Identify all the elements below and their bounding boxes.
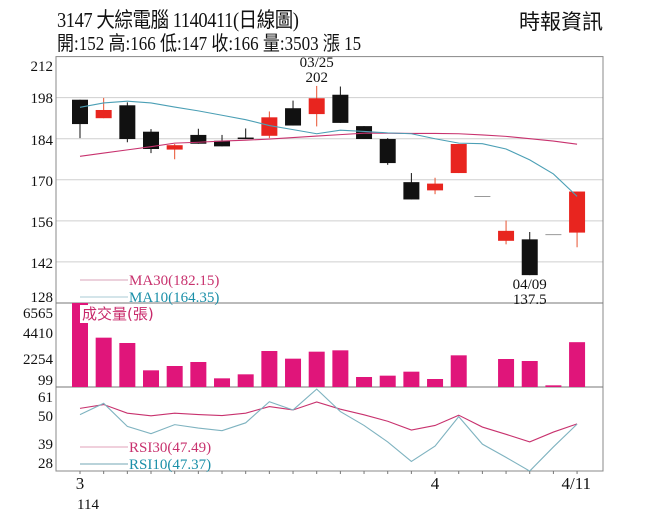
volume-bar	[261, 350, 278, 387]
volume-bar	[119, 342, 136, 387]
volume-axis-label: 2254	[23, 352, 54, 368]
rsi10-line	[79, 388, 578, 472]
price-axis-label: 170	[31, 174, 54, 190]
price-axis-label: 184	[31, 133, 54, 149]
price-axis-label: 142	[31, 256, 54, 272]
volume-bar	[332, 350, 349, 387]
ma30-line	[79, 132, 578, 157]
candle-up	[95, 109, 112, 119]
rsi30-line	[79, 401, 578, 443]
price-axis-label: 212	[31, 59, 54, 75]
rsi10-legend: RSI10(47.37)	[129, 457, 211, 473]
annotation-date: 04/09	[513, 277, 547, 293]
volume-axis-label: 6565	[23, 306, 53, 322]
candle-up	[166, 145, 183, 150]
volume-bar	[72, 303, 88, 387]
candle-up	[261, 117, 278, 136]
candle-down	[72, 99, 88, 125]
chart-title: 3147 大綜電腦 1140411(日線圖)	[57, 8, 299, 32]
annotation-value: 202	[305, 70, 328, 86]
candle-up	[569, 191, 586, 233]
volume-bar	[427, 379, 444, 387]
rsi-axis-label: 39	[38, 437, 53, 453]
volume-bar	[190, 361, 207, 387]
ma10-line	[79, 100, 578, 197]
candle-down	[214, 140, 231, 147]
price-axis-label: 128	[31, 290, 54, 306]
candle-down	[190, 134, 207, 144]
x-axis-label: 3	[76, 474, 85, 493]
price-axis-label: 198	[31, 91, 54, 107]
candle-down	[379, 139, 396, 164]
volume-bar	[237, 374, 254, 387]
volume-bar	[308, 351, 325, 387]
candle-down	[332, 94, 349, 123]
volume-bar	[498, 359, 515, 387]
chart-frame	[55, 56, 604, 472]
volume-bar	[214, 378, 231, 387]
volume-bar	[143, 370, 160, 387]
volume-bar	[450, 355, 467, 387]
volume-axis-label: 4410	[23, 326, 53, 342]
rsi-axis-label: 28	[38, 456, 53, 472]
volume-bar	[285, 358, 302, 387]
candle-down	[285, 108, 302, 126]
volume-bar	[569, 342, 586, 387]
source-label: 時報資訊	[519, 10, 603, 34]
ma10-legend: MA10(164.35)	[129, 290, 219, 306]
rsi-axis-label: 50	[38, 409, 53, 425]
volume-axis-label: 99	[38, 373, 53, 389]
candle-down	[403, 182, 420, 200]
volume-bar	[521, 361, 538, 387]
annotation-date: 03/25	[300, 55, 334, 71]
price-summary: 開:152 高:166 低:147 收:166 量:3503 漲 15	[57, 33, 362, 55]
x-axis-label: 4	[431, 474, 440, 493]
candle-down	[356, 126, 373, 140]
annotation-value: 137.5	[513, 292, 547, 308]
candle-up	[498, 230, 515, 241]
price-axis-label: 156	[31, 215, 54, 231]
volume-bar	[545, 385, 562, 387]
volume-label: 成交量(張)	[80, 305, 157, 323]
volume-bar	[356, 376, 373, 387]
rsi-axis-label: 61	[38, 390, 53, 406]
ma30-legend: MA30(182.15)	[129, 273, 219, 289]
candle-down	[521, 239, 538, 276]
candle-down	[119, 105, 136, 140]
rsi30-legend: RSI30(47.49)	[129, 440, 211, 456]
x-axis-year: 114	[77, 497, 99, 513]
volume-bar	[379, 375, 396, 387]
candle-down	[143, 131, 160, 149]
candle-up	[450, 144, 467, 174]
candle-up	[308, 98, 325, 115]
candle-down	[237, 137, 254, 140]
x-axis-label: 4/11	[561, 474, 591, 493]
volume-bar	[166, 366, 183, 387]
candle-up	[427, 183, 444, 191]
volume-bar	[403, 371, 420, 387]
volume-bar	[95, 337, 112, 387]
